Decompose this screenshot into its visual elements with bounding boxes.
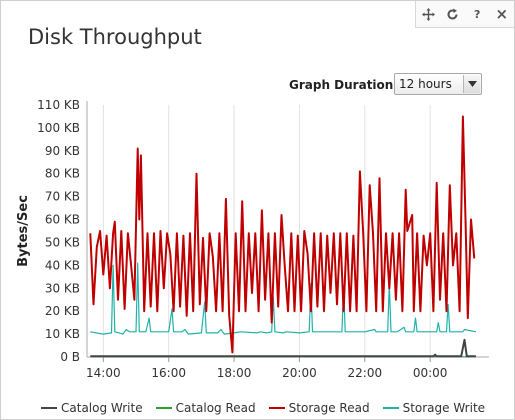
graph-duration-label: Graph Duration: — [289, 78, 399, 92]
legend-item-catalog-read[interactable]: Catalog Read — [155, 401, 256, 415]
help-button[interactable]: ? — [474, 7, 481, 21]
y-tick-label: 100 KB — [37, 121, 80, 135]
refresh-icon[interactable] — [444, 5, 462, 23]
y-axis-title: Bytes/Sec — [16, 195, 31, 267]
legend-item-catalog-write[interactable]: Catalog Write — [41, 401, 143, 415]
legend-item-storage-write[interactable]: Storage Write — [382, 401, 486, 415]
y-tick-label: 10 KB — [45, 327, 80, 341]
x-tick-label: 18:00 — [217, 366, 252, 380]
y-tick-label: 70 KB — [45, 190, 80, 204]
graph-duration-value: 12 hours — [399, 77, 452, 91]
legend-swatch — [382, 407, 399, 409]
y-tick-label: 30 KB — [45, 281, 80, 295]
legend-swatch — [41, 407, 57, 409]
chevron-down-icon — [463, 75, 480, 93]
close-button[interactable]: × — [495, 5, 509, 23]
legend-swatch — [155, 407, 172, 409]
x-tick-label: 00:00 — [413, 366, 448, 380]
legend-label: Storage Read — [288, 401, 370, 415]
x-tick-label: 22:00 — [348, 366, 383, 380]
widget-toolbar: ? × — [415, 1, 514, 28]
y-tick-label: 20 KB — [45, 304, 80, 318]
y-tick-label: 80 KB — [45, 167, 80, 181]
legend-item-storage-read[interactable]: Storage Read — [268, 401, 370, 415]
move-icon[interactable] — [419, 5, 437, 23]
series-line-catalog-write — [90, 338, 476, 358]
series-line-storage-read — [89, 115, 476, 354]
x-tick-label: 14:00 — [86, 366, 121, 380]
y-tick-label: 0 B — [60, 350, 80, 364]
legend-label: Catalog Read — [175, 401, 256, 415]
legend-label: Storage Write — [402, 401, 486, 415]
legend-label: Catalog Write — [61, 401, 143, 415]
y-tick-label: 90 KB — [45, 144, 80, 158]
widget-title: Disk Throughput — [28, 25, 202, 49]
series-line-storage-write — [90, 262, 477, 335]
y-tick-label: 60 KB — [45, 213, 80, 227]
y-tick-label: 110 KB — [37, 98, 80, 112]
legend-swatch — [268, 407, 285, 409]
chart-legend: Catalog Write Catalog Read Storage Read Sto… — [41, 401, 498, 415]
y-tick-label: 40 KB — [45, 258, 80, 272]
graph-duration-select[interactable]: 12 hours — [394, 73, 482, 95]
x-tick-label: 20:00 — [282, 366, 317, 380]
x-tick-label: 16:00 — [151, 366, 186, 380]
y-tick-label: 50 KB — [45, 235, 80, 249]
